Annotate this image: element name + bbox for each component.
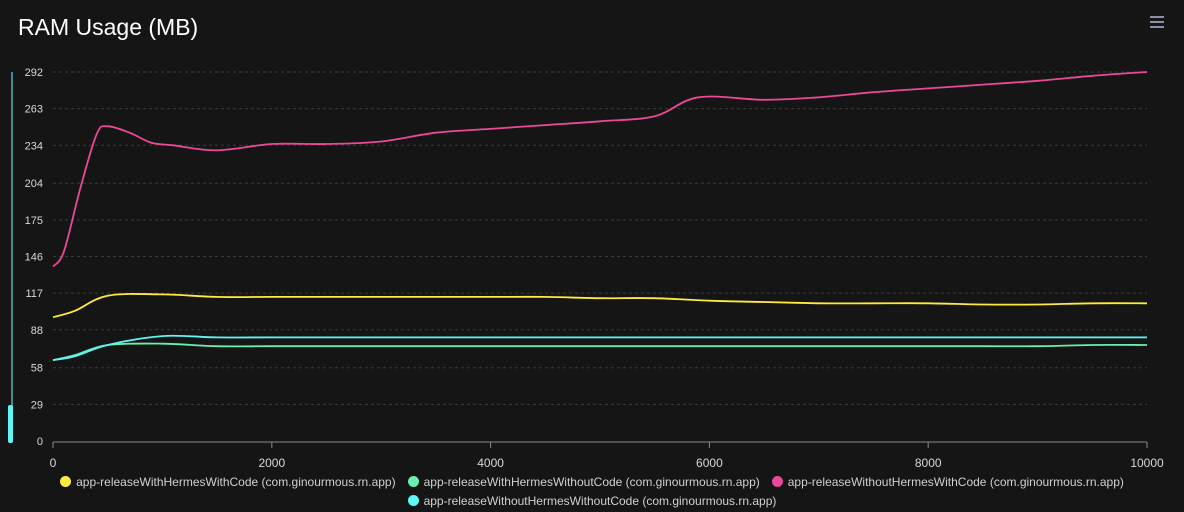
legend-swatch-2 <box>771 476 783 487</box>
legend-row-1: app-releaseWithHermesWithCode (com.ginou… <box>0 472 1184 491</box>
y-tick-label: 58 <box>31 363 43 375</box>
x-tick-label: 4000 <box>477 456 504 470</box>
y-tick-label: 88 <box>31 325 43 337</box>
y-tick-label: 263 <box>25 104 43 116</box>
x-tick-label: 6000 <box>696 456 723 470</box>
legend-item-0[interactable]: app-releaseWithHermesWithCode (com.ginou… <box>60 474 396 489</box>
legend-swatch-3 <box>407 495 419 506</box>
y-tick-label: 292 <box>25 67 43 79</box>
y-tick-label: 175 <box>25 215 43 227</box>
series-line-0 <box>52 293 1148 319</box>
x-tick-label: 2000 <box>258 456 285 470</box>
y-tick-label: 204 <box>25 178 43 190</box>
y-tick-label: 146 <box>25 252 43 264</box>
axes: 0 29 58 88 117 146 175 204 234 263 292 0 2000 4000 600… <box>25 67 1164 470</box>
x-tick-label: 8000 <box>915 456 942 470</box>
legend-item-2[interactable]: app-releaseWithoutHermesWithCode (com.gi… <box>771 474 1124 489</box>
series-line-2 <box>52 71 1148 268</box>
legend-swatch-0 <box>60 476 72 487</box>
y-tick-label: 117 <box>25 288 43 300</box>
hamburger-menu-icon-bar <box>1150 26 1164 28</box>
x-tick-label: 10000 <box>1130 456 1164 470</box>
chart-menu-button[interactable] <box>1148 14 1166 30</box>
legend-swatch-1 <box>407 476 419 487</box>
y-tick-label: 29 <box>31 399 43 411</box>
chart-plot: 0 29 58 88 117 146 175 204 234 263 292 0 2000 4000 600… <box>8 67 1164 470</box>
grid-lines <box>53 71 1147 405</box>
series-line-3 <box>52 334 1147 361</box>
y-tick-label: 234 <box>25 140 43 152</box>
series-lines <box>52 71 1148 361</box>
legend-label-0: app-releaseWithHermesWithCode (com.ginou… <box>76 474 396 489</box>
legend-row-2: app-releaseWithoutHermesWithoutCode (com… <box>0 491 1184 510</box>
navigator[interactable] <box>8 72 13 443</box>
legend-item-1[interactable]: app-releaseWithHermesWithoutCode (com.gi… <box>407 474 760 489</box>
legend: app-releaseWithHermesWithCode (com.ginou… <box>0 472 1184 510</box>
chart-title: RAM Usage (MB) <box>18 14 199 40</box>
legend-label-3: app-releaseWithoutHermesWithoutCode (com… <box>423 493 777 508</box>
y-tick-label: 0 <box>37 436 43 448</box>
series-line-1 <box>52 342 1148 361</box>
legend-label-1: app-releaseWithHermesWithoutCode (com.gi… <box>423 474 760 489</box>
hamburger-menu-icon-bar <box>1150 21 1164 23</box>
x-tick-label: 0 <box>50 456 57 470</box>
hamburger-menu-icon <box>1150 16 1164 18</box>
legend-item-3[interactable]: app-releaseWithoutHermesWithoutCode (com… <box>407 493 777 508</box>
navigator-handle <box>8 405 13 443</box>
legend-label-2: app-releaseWithoutHermesWithCode (com.gi… <box>787 474 1124 489</box>
